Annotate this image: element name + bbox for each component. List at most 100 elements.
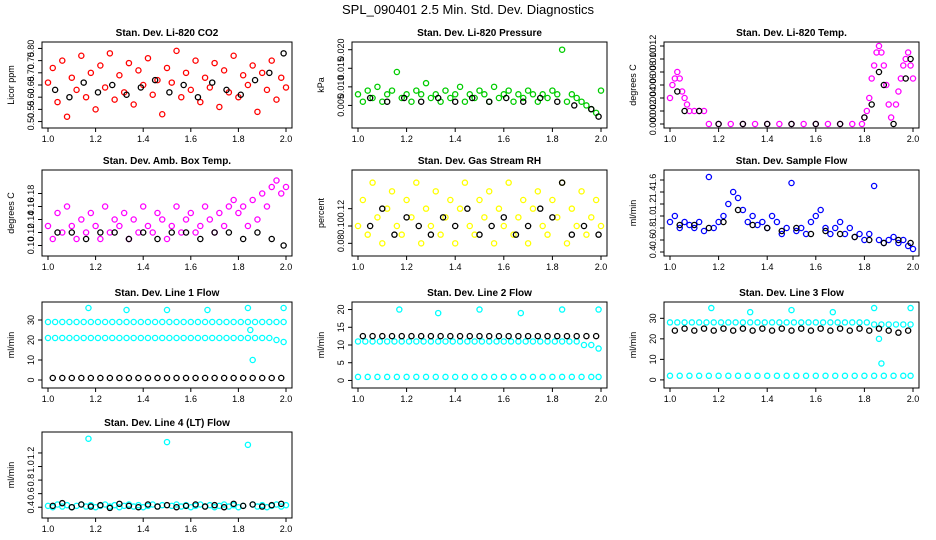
y-tick-label: 15: [336, 322, 346, 332]
data-point: [544, 338, 551, 345]
y-tick-label: 30: [26, 315, 36, 325]
data-point: [87, 318, 95, 326]
data-point: [437, 231, 444, 238]
data-point: [783, 372, 790, 380]
data-point: [592, 196, 600, 204]
data-point: [797, 325, 805, 332]
data-point: [151, 76, 159, 84]
y-tick-label: 10: [336, 340, 346, 350]
data-point: [861, 114, 868, 121]
data-point: [87, 69, 95, 77]
data-point: [524, 332, 532, 340]
y-tick-label: 1.6: [648, 174, 658, 187]
data-point: [237, 334, 245, 342]
data-point: [529, 373, 537, 381]
data-point: [111, 229, 118, 236]
data-point: [403, 373, 410, 381]
data-point: [427, 222, 435, 230]
data-point: [139, 229, 147, 236]
data-point: [59, 499, 66, 507]
panel-title: Stan. Dev. Li-820 Pressure: [417, 28, 542, 39]
data-point: [398, 332, 405, 340]
y-tick-label: 0.80: [26, 40, 36, 58]
data-point: [249, 62, 256, 69]
y-axis-label: kPa: [316, 77, 326, 93]
data-point: [900, 372, 907, 380]
x-tick-label: 1.4: [761, 262, 774, 272]
data-point: [495, 332, 503, 340]
data-point: [130, 318, 137, 326]
data-point: [583, 231, 590, 238]
series-yellow: [354, 179, 605, 247]
data-point: [249, 374, 256, 382]
data-point: [432, 188, 440, 195]
data-point: [364, 231, 371, 238]
x-tick-label: 2.0: [907, 394, 920, 404]
data-point: [534, 188, 542, 195]
data-point: [676, 75, 683, 82]
data-point: [163, 501, 171, 509]
data-point: [201, 203, 209, 210]
x-tick-label: 1.2: [712, 394, 725, 404]
series-black: [54, 229, 287, 249]
data-point: [705, 372, 713, 380]
x-tick-label: 2.0: [280, 134, 293, 144]
data-point: [173, 203, 180, 210]
data-point: [710, 319, 717, 326]
data-point: [383, 98, 391, 105]
data-point: [116, 374, 123, 382]
data-point: [68, 222, 76, 230]
data-point: [812, 212, 820, 220]
data-point: [807, 230, 815, 238]
data-point: [208, 79, 216, 86]
data-point: [383, 91, 391, 98]
panel-3: Stan. Dev. Li-820 Temp. degrees C 1.0 1.2 1.…: [628, 28, 920, 144]
series-black: [49, 374, 285, 382]
data-point: [398, 338, 405, 345]
data-point: [168, 222, 176, 230]
data-point: [836, 230, 844, 238]
data-point: [211, 501, 218, 509]
data-point: [683, 101, 691, 108]
data-point: [106, 374, 114, 382]
data-point: [49, 64, 57, 72]
data-point: [187, 334, 195, 342]
y-axis-label: percent: [316, 197, 326, 228]
data-point: [273, 96, 280, 103]
data-point: [280, 242, 287, 249]
data-point: [551, 338, 559, 345]
series-black: [366, 179, 602, 238]
y-tick-label: 0.4: [648, 246, 658, 259]
data-point: [554, 332, 561, 340]
data-point: [468, 94, 476, 102]
data-point: [78, 52, 85, 60]
data-point: [476, 332, 483, 340]
data-point: [688, 319, 696, 326]
data-point: [836, 218, 844, 226]
data-point: [558, 46, 566, 53]
x-tick-label: 1.4: [761, 134, 774, 144]
series-cyan: [44, 435, 290, 511]
y-tick-label: 0.12: [26, 224, 36, 242]
data-point: [379, 240, 386, 247]
data-point: [866, 327, 873, 334]
data-point: [211, 229, 218, 236]
data-point: [116, 222, 123, 230]
data-point: [510, 98, 517, 105]
data-point: [597, 87, 605, 94]
data-point: [82, 93, 90, 101]
data-point: [519, 196, 527, 204]
data-point: [566, 338, 573, 345]
data-point: [44, 334, 52, 342]
data-point: [154, 374, 161, 382]
x-tick-label: 1.6: [810, 262, 823, 272]
x-tick-label: 1.6: [498, 262, 511, 272]
x-tick-label: 1.4: [137, 524, 150, 534]
y-tick-label: 0.4: [26, 501, 36, 514]
data-point: [180, 318, 187, 326]
data-point: [725, 372, 732, 380]
y-tick-label: 1.0: [648, 210, 658, 223]
data-point: [201, 334, 209, 342]
data-point: [244, 318, 252, 326]
data-point: [502, 94, 510, 102]
